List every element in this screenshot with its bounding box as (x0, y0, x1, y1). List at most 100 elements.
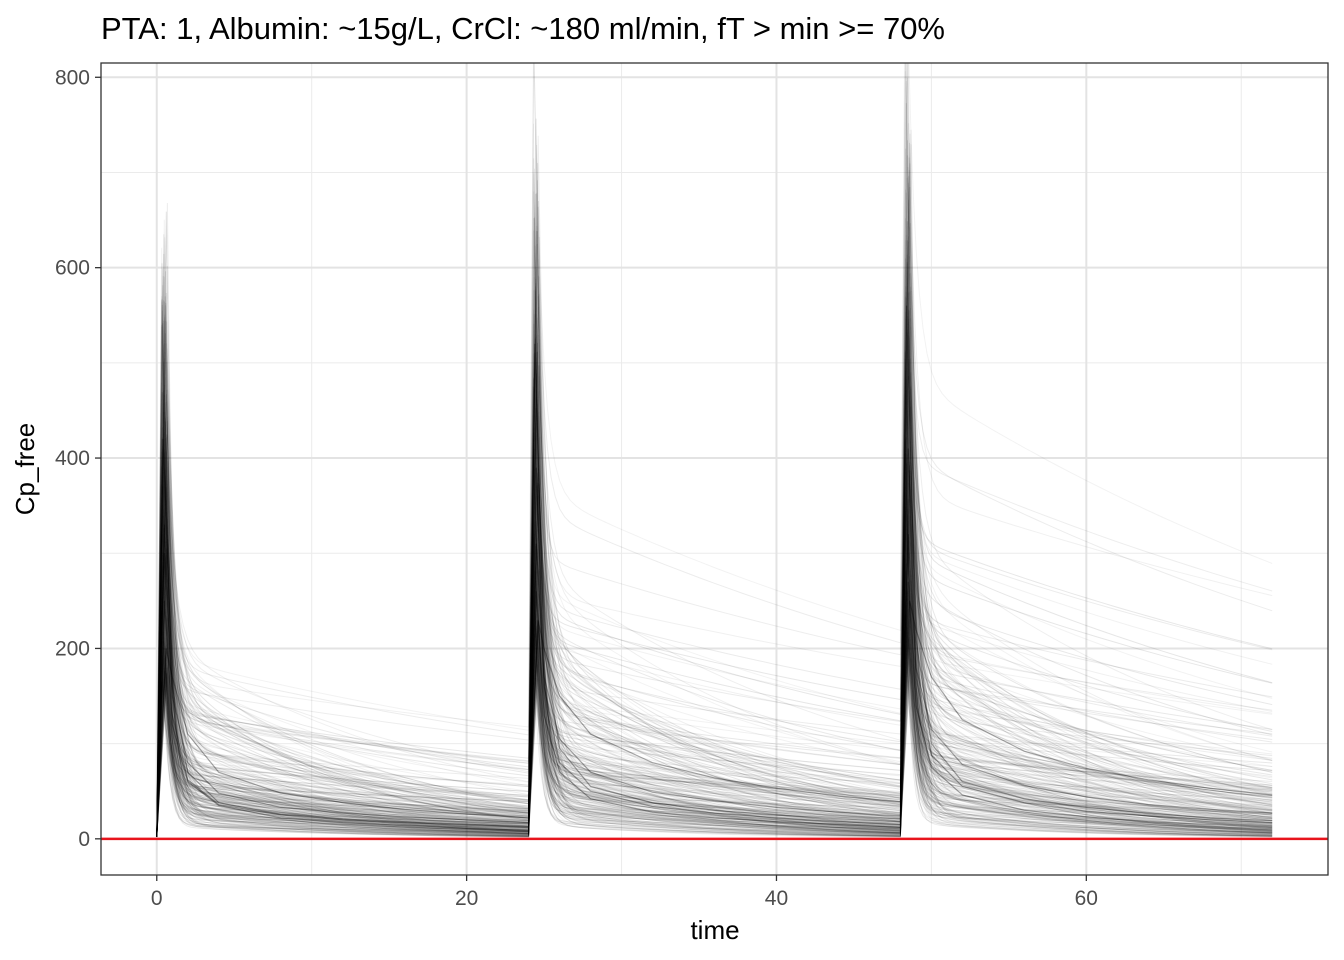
individual-profile-line (156, 310, 1273, 837)
individual-profile-line (156, 176, 1273, 837)
individual-profile-line (156, 536, 1273, 837)
individual-profile-line (156, 570, 1273, 837)
individual-profile-line (156, 470, 1273, 837)
series-line-5 (156, 448, 1273, 837)
individual-profile-line (156, 593, 1273, 837)
individual-profile-line (156, 582, 1273, 837)
individual-profile-line (156, 552, 1273, 837)
individual-profile-line (156, 555, 1273, 837)
individual-profile-line (156, 558, 1273, 837)
individual-profile-line (156, 382, 1273, 837)
individual-profile-line (156, 595, 1273, 837)
individual-profile-line (156, 638, 1273, 837)
individual-profile-line (156, 400, 1273, 837)
individual-profile-line (156, 345, 1273, 837)
individual-profile-line (156, 591, 1273, 837)
individual-profile-line (156, 541, 1273, 837)
individual-profile-line (156, 352, 1273, 837)
individual-profile-line (156, 641, 1273, 837)
individual-profile-line (156, 63, 1273, 837)
individual-profile-line (156, 554, 1273, 837)
individual-profile-line (156, 451, 1273, 837)
individual-profile-line (156, 447, 1273, 837)
individual-profile-line (156, 342, 1273, 837)
individual-profile-line (156, 570, 1273, 837)
individual-profile-line (156, 258, 1273, 837)
individual-profile-line (156, 547, 1273, 837)
individual-profile-line (156, 646, 1273, 837)
individual-profile-line (156, 283, 1273, 837)
individual-profile-line (156, 465, 1273, 837)
individual-profile-line (156, 564, 1273, 837)
individual-profile-line (156, 290, 1273, 837)
individual-profile-line (156, 483, 1273, 838)
individual-profile-line (156, 63, 1273, 837)
individual-profile-line (156, 570, 1273, 837)
individual-profile-line (156, 144, 1273, 837)
individual-profile-line (156, 140, 1273, 837)
individual-profile-line (156, 277, 1273, 837)
individual-profile-line (156, 632, 1273, 837)
individual-profile-line (156, 80, 1273, 837)
individual-profile-line (156, 436, 1273, 837)
series-line-1 (156, 534, 1273, 837)
individual-profile-line (156, 169, 1273, 837)
y-tick-label: 400 (55, 447, 90, 470)
individual-profile-line (156, 571, 1273, 837)
individual-profile-line (156, 590, 1273, 837)
individual-profile-line (156, 453, 1273, 837)
individual-profile-line (156, 613, 1273, 837)
series-line-2 (156, 305, 1273, 837)
individual-profile-line (156, 632, 1273, 838)
individual-profile-line (156, 189, 1273, 837)
individual-profile-line (156, 63, 1273, 837)
individual-profile-line (156, 604, 1273, 837)
individual-profile-line (156, 624, 1273, 837)
individual-profile-line (156, 662, 1273, 837)
individual-profile-line (156, 603, 1273, 837)
individual-profile-line (156, 375, 1273, 837)
individual-profile-line (156, 514, 1273, 837)
individual-profile-line (156, 435, 1273, 838)
individual-profile-line (156, 326, 1273, 837)
individual-profile-line (156, 523, 1273, 837)
individual-profile-line (156, 520, 1273, 837)
individual-profile-line (156, 454, 1273, 837)
individual-profile-line (156, 349, 1273, 837)
individual-profile-line (156, 661, 1273, 837)
individual-profile-line (156, 564, 1273, 837)
individual-profile-line (156, 596, 1273, 837)
individual-profile-line (156, 377, 1273, 837)
individual-profile-line (156, 272, 1273, 837)
individual-profile-line (156, 532, 1273, 837)
individual-profile-line (156, 632, 1273, 837)
individual-profile-line (156, 496, 1273, 837)
individual-profile-line (156, 589, 1273, 837)
individual-profile-line (156, 483, 1273, 837)
individual-profile-line (156, 361, 1273, 837)
individual-profile-line (156, 318, 1273, 837)
individual-profile-line (156, 133, 1273, 837)
individual-profile-line (156, 608, 1273, 837)
individual-profile-line (156, 306, 1273, 837)
individual-profile-line (156, 529, 1273, 837)
individual-profile-line (156, 589, 1273, 837)
individual-profile-line (156, 338, 1273, 837)
individual-profile-line (156, 595, 1273, 837)
individual-profile-line (156, 607, 1273, 837)
individual-profile-line (156, 345, 1273, 837)
individual-profile-line (156, 464, 1273, 837)
individual-profile-line (156, 483, 1273, 837)
individual-profile-line (156, 359, 1273, 837)
individual-profile-line (156, 173, 1273, 837)
individual-profile-line (156, 142, 1273, 837)
individual-profile-line (156, 437, 1273, 837)
individual-profile-line (156, 286, 1273, 837)
individual-profile-line (156, 389, 1273, 837)
individual-profile-line (156, 317, 1273, 837)
individual-profile-line (156, 603, 1273, 837)
individual-profile-line (156, 163, 1273, 837)
individual-profile-line (156, 470, 1273, 837)
individual-profile-line (156, 355, 1273, 837)
